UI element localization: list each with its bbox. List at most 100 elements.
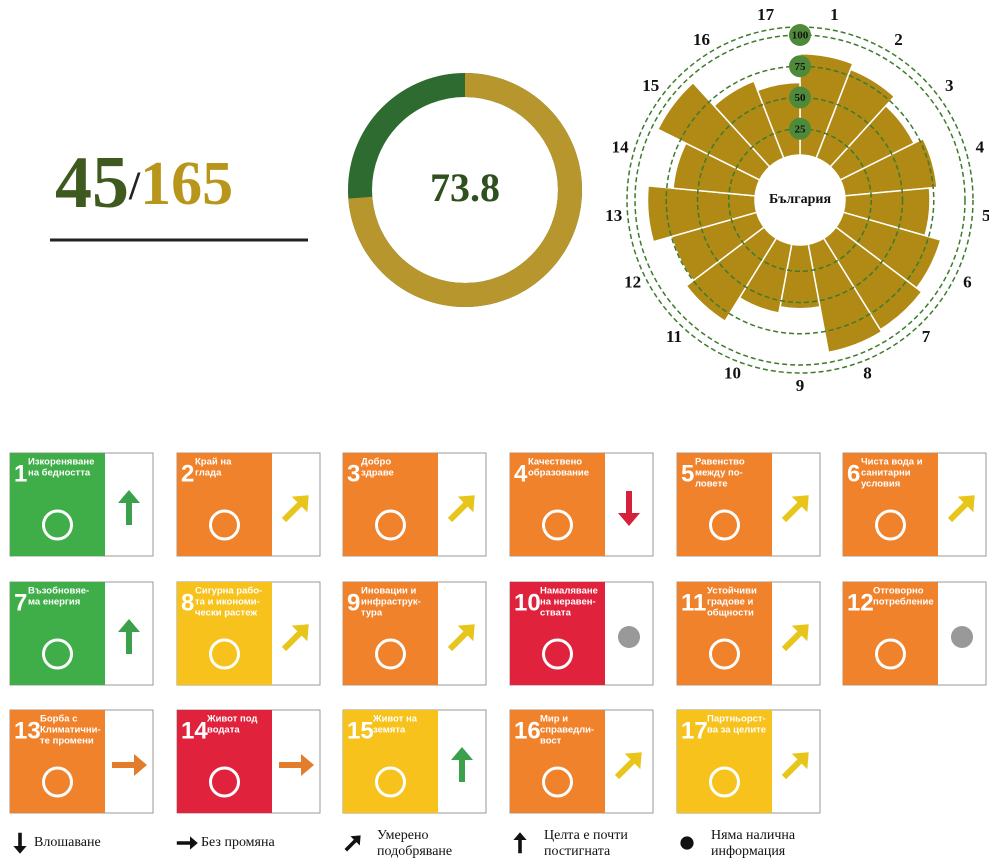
radial-goal-label: 13 xyxy=(605,206,622,225)
tile-label: Живот под xyxy=(206,714,257,725)
tile-label: те промени xyxy=(40,736,94,747)
tile-label: Възобновяе- xyxy=(28,586,89,597)
tile-trend xyxy=(947,495,975,523)
rank-value: 45 xyxy=(55,142,129,224)
radial-grid-ring xyxy=(728,128,872,272)
tile-trend xyxy=(447,624,475,652)
radial-goal-label: 7 xyxy=(922,327,931,346)
tile-number: 17 xyxy=(681,717,708,744)
tile-trend xyxy=(118,490,140,525)
radial-tick-label: 50 xyxy=(795,92,807,104)
tile-icon xyxy=(875,638,906,670)
tile-label: потребление xyxy=(873,597,934,608)
tile-label: Отговорно xyxy=(873,586,924,597)
radial-goal-label: 17 xyxy=(757,5,775,24)
tile-icon xyxy=(209,509,240,541)
tile-icon xyxy=(542,766,573,798)
tile-trend xyxy=(451,747,473,782)
legend-label: информация xyxy=(711,844,786,859)
tile-label: Сигурна рабо- xyxy=(195,586,262,597)
legend-label: Умерено xyxy=(377,828,428,843)
legend-icon xyxy=(344,835,361,852)
radial-outer-ring xyxy=(626,26,974,374)
tile-trend xyxy=(951,626,973,648)
radial-goal-label: 14 xyxy=(612,138,630,157)
radial-goal-label: 9 xyxy=(796,376,805,395)
tile-icon xyxy=(375,509,406,541)
rank-separator: / xyxy=(128,163,141,208)
tile-label: Изкореняване xyxy=(28,457,94,468)
score-value: 73.8 xyxy=(430,165,500,210)
legend-label: Влошаване xyxy=(34,835,101,850)
radial-goal-label: 16 xyxy=(693,30,710,49)
tile-label: Качествено xyxy=(528,457,582,468)
tile-number: 12 xyxy=(847,589,874,616)
tile-label: Живот на xyxy=(372,714,418,725)
tile-label: санитарни xyxy=(861,468,911,479)
tile-number: 14 xyxy=(181,717,208,744)
tile-label: Равенство xyxy=(695,457,745,468)
tile-label: Борба с xyxy=(40,714,78,725)
radial-tick-marker xyxy=(789,86,811,109)
tile-label: ловете xyxy=(695,479,728,490)
radial-goal-label: 6 xyxy=(963,272,972,291)
legend-icon xyxy=(176,836,198,850)
radial-goal-label: 3 xyxy=(945,76,954,95)
tile-label: ва за целите xyxy=(707,725,766,736)
tile-icon xyxy=(209,638,240,670)
tile-trend xyxy=(614,752,642,780)
tile-trend xyxy=(781,495,809,523)
tile-label: градове и xyxy=(707,597,754,608)
radial-center-label: България xyxy=(769,192,831,207)
rank-total: 165 xyxy=(140,150,233,218)
tile-label: условия xyxy=(861,479,900,490)
tile-label: Чиста вода и xyxy=(861,457,923,468)
tile-icon xyxy=(875,509,906,541)
tile-icon xyxy=(542,509,573,541)
tile-trend xyxy=(118,619,140,654)
radial-goal-label: 1 xyxy=(830,5,839,24)
legend-label: Без промяна xyxy=(201,835,275,850)
tile-label: глада xyxy=(195,468,222,479)
legend-label: Целта е почти xyxy=(544,828,628,843)
tile-label: тура xyxy=(361,608,383,619)
tile-number: 3 xyxy=(347,460,360,487)
tile-label: ма енергия xyxy=(28,597,80,608)
tile-number: 11 xyxy=(681,589,706,616)
radial-goal-label: 4 xyxy=(976,138,985,157)
legend-icon xyxy=(513,832,527,854)
tile-label: Иновации и xyxy=(361,586,417,597)
tile-trend xyxy=(112,754,147,776)
tile-trend xyxy=(281,624,309,652)
tile-label: здраве xyxy=(361,468,394,479)
tile-trend xyxy=(781,624,809,652)
tile-number: 4 xyxy=(514,460,528,487)
tile-label: инфраструк- xyxy=(361,597,421,608)
radial-tick-label: 100 xyxy=(792,30,809,42)
tile-trend xyxy=(781,752,809,780)
tile-number: 9 xyxy=(347,589,360,616)
tile-icon xyxy=(42,509,73,541)
tile-label: на неравен- xyxy=(540,597,596,608)
tile-label: справедли- xyxy=(540,725,594,736)
tile-label: чески растеж xyxy=(195,608,257,619)
legend-label: Няма налична xyxy=(711,828,796,843)
tile-number: 1 xyxy=(14,460,27,487)
radial-tick-label: 75 xyxy=(795,61,807,73)
tile-icon xyxy=(542,638,573,670)
tile-label: Климатични- xyxy=(40,725,101,736)
radial-goal-label: 11 xyxy=(666,327,682,346)
tile-number: 2 xyxy=(181,460,194,487)
donut-score xyxy=(348,73,582,307)
legend-label: постигната xyxy=(544,844,611,859)
radial-tick-marker xyxy=(789,117,811,140)
tile-number: 10 xyxy=(514,589,541,616)
radial-goal-label: 10 xyxy=(724,363,741,382)
radial-tick-label: 25 xyxy=(795,123,807,135)
radial-goal-label: 15 xyxy=(642,76,659,95)
tile-label: Мир и xyxy=(540,714,568,725)
legend-icon xyxy=(680,836,694,850)
tile-label: Край на xyxy=(195,457,232,468)
tile-label: Добро xyxy=(361,457,391,468)
